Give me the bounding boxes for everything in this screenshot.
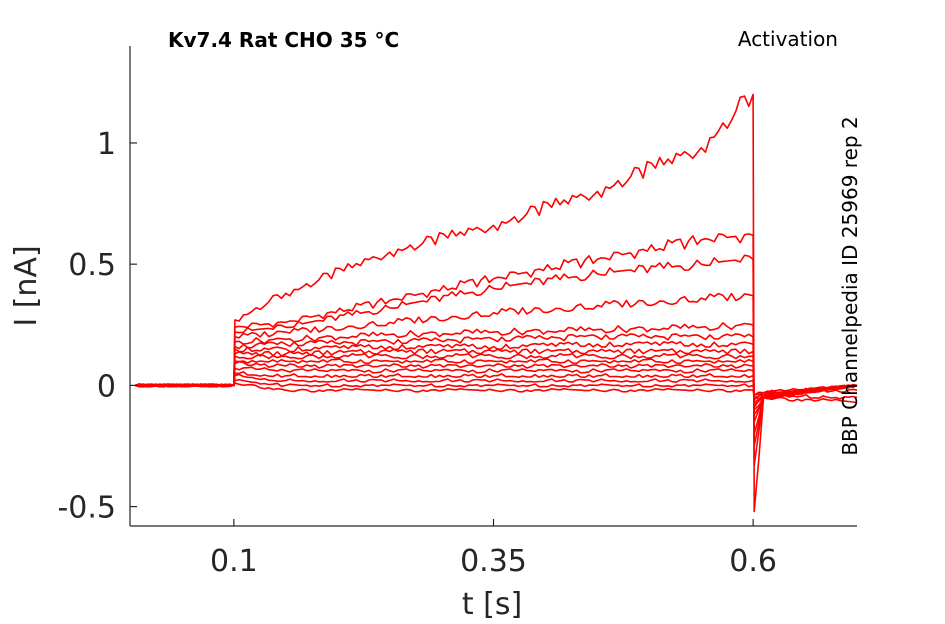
current-trace xyxy=(134,333,858,416)
current-trace xyxy=(135,233,858,467)
current-trace xyxy=(135,370,858,396)
current-traces xyxy=(134,93,858,513)
y-tick-label: -0.5 xyxy=(57,491,116,526)
current-trace xyxy=(135,358,858,404)
x-axis-title: t [s] xyxy=(462,587,522,622)
y-axis-title: I [nA] xyxy=(9,245,44,326)
current-trace xyxy=(134,373,858,396)
chart-subtitle: Activation xyxy=(738,27,838,51)
chart-title: Kv7.4 Rat CHO 35 °C xyxy=(168,28,399,52)
x-tick-label: 0.6 xyxy=(729,544,777,579)
current-trace xyxy=(134,93,858,513)
x-ticks: 0.1 0.35 0.6 xyxy=(210,519,777,579)
current-trace xyxy=(134,348,858,409)
x-tick-label: 0.35 xyxy=(460,544,527,579)
current-trace xyxy=(135,366,858,399)
x-tick-label: 0.1 xyxy=(210,544,258,579)
y-tick-label: 0 xyxy=(97,369,116,404)
current-trace xyxy=(135,322,858,423)
y-tick-label: 0.5 xyxy=(68,248,116,283)
channelpedia-id-label: BBP Channelpedia ID 25969 rep 2 xyxy=(838,116,862,455)
current-trace xyxy=(135,352,858,406)
y-ticks: -0.5 0 0.5 1 xyxy=(57,127,137,526)
current-trace xyxy=(135,292,858,435)
current-trace xyxy=(134,378,858,400)
current-trace xyxy=(134,360,858,401)
current-trace xyxy=(135,382,858,404)
axes xyxy=(129,46,857,527)
current-trace xyxy=(135,254,858,447)
y-tick-label: 1 xyxy=(97,127,116,162)
current-trace xyxy=(134,340,858,411)
